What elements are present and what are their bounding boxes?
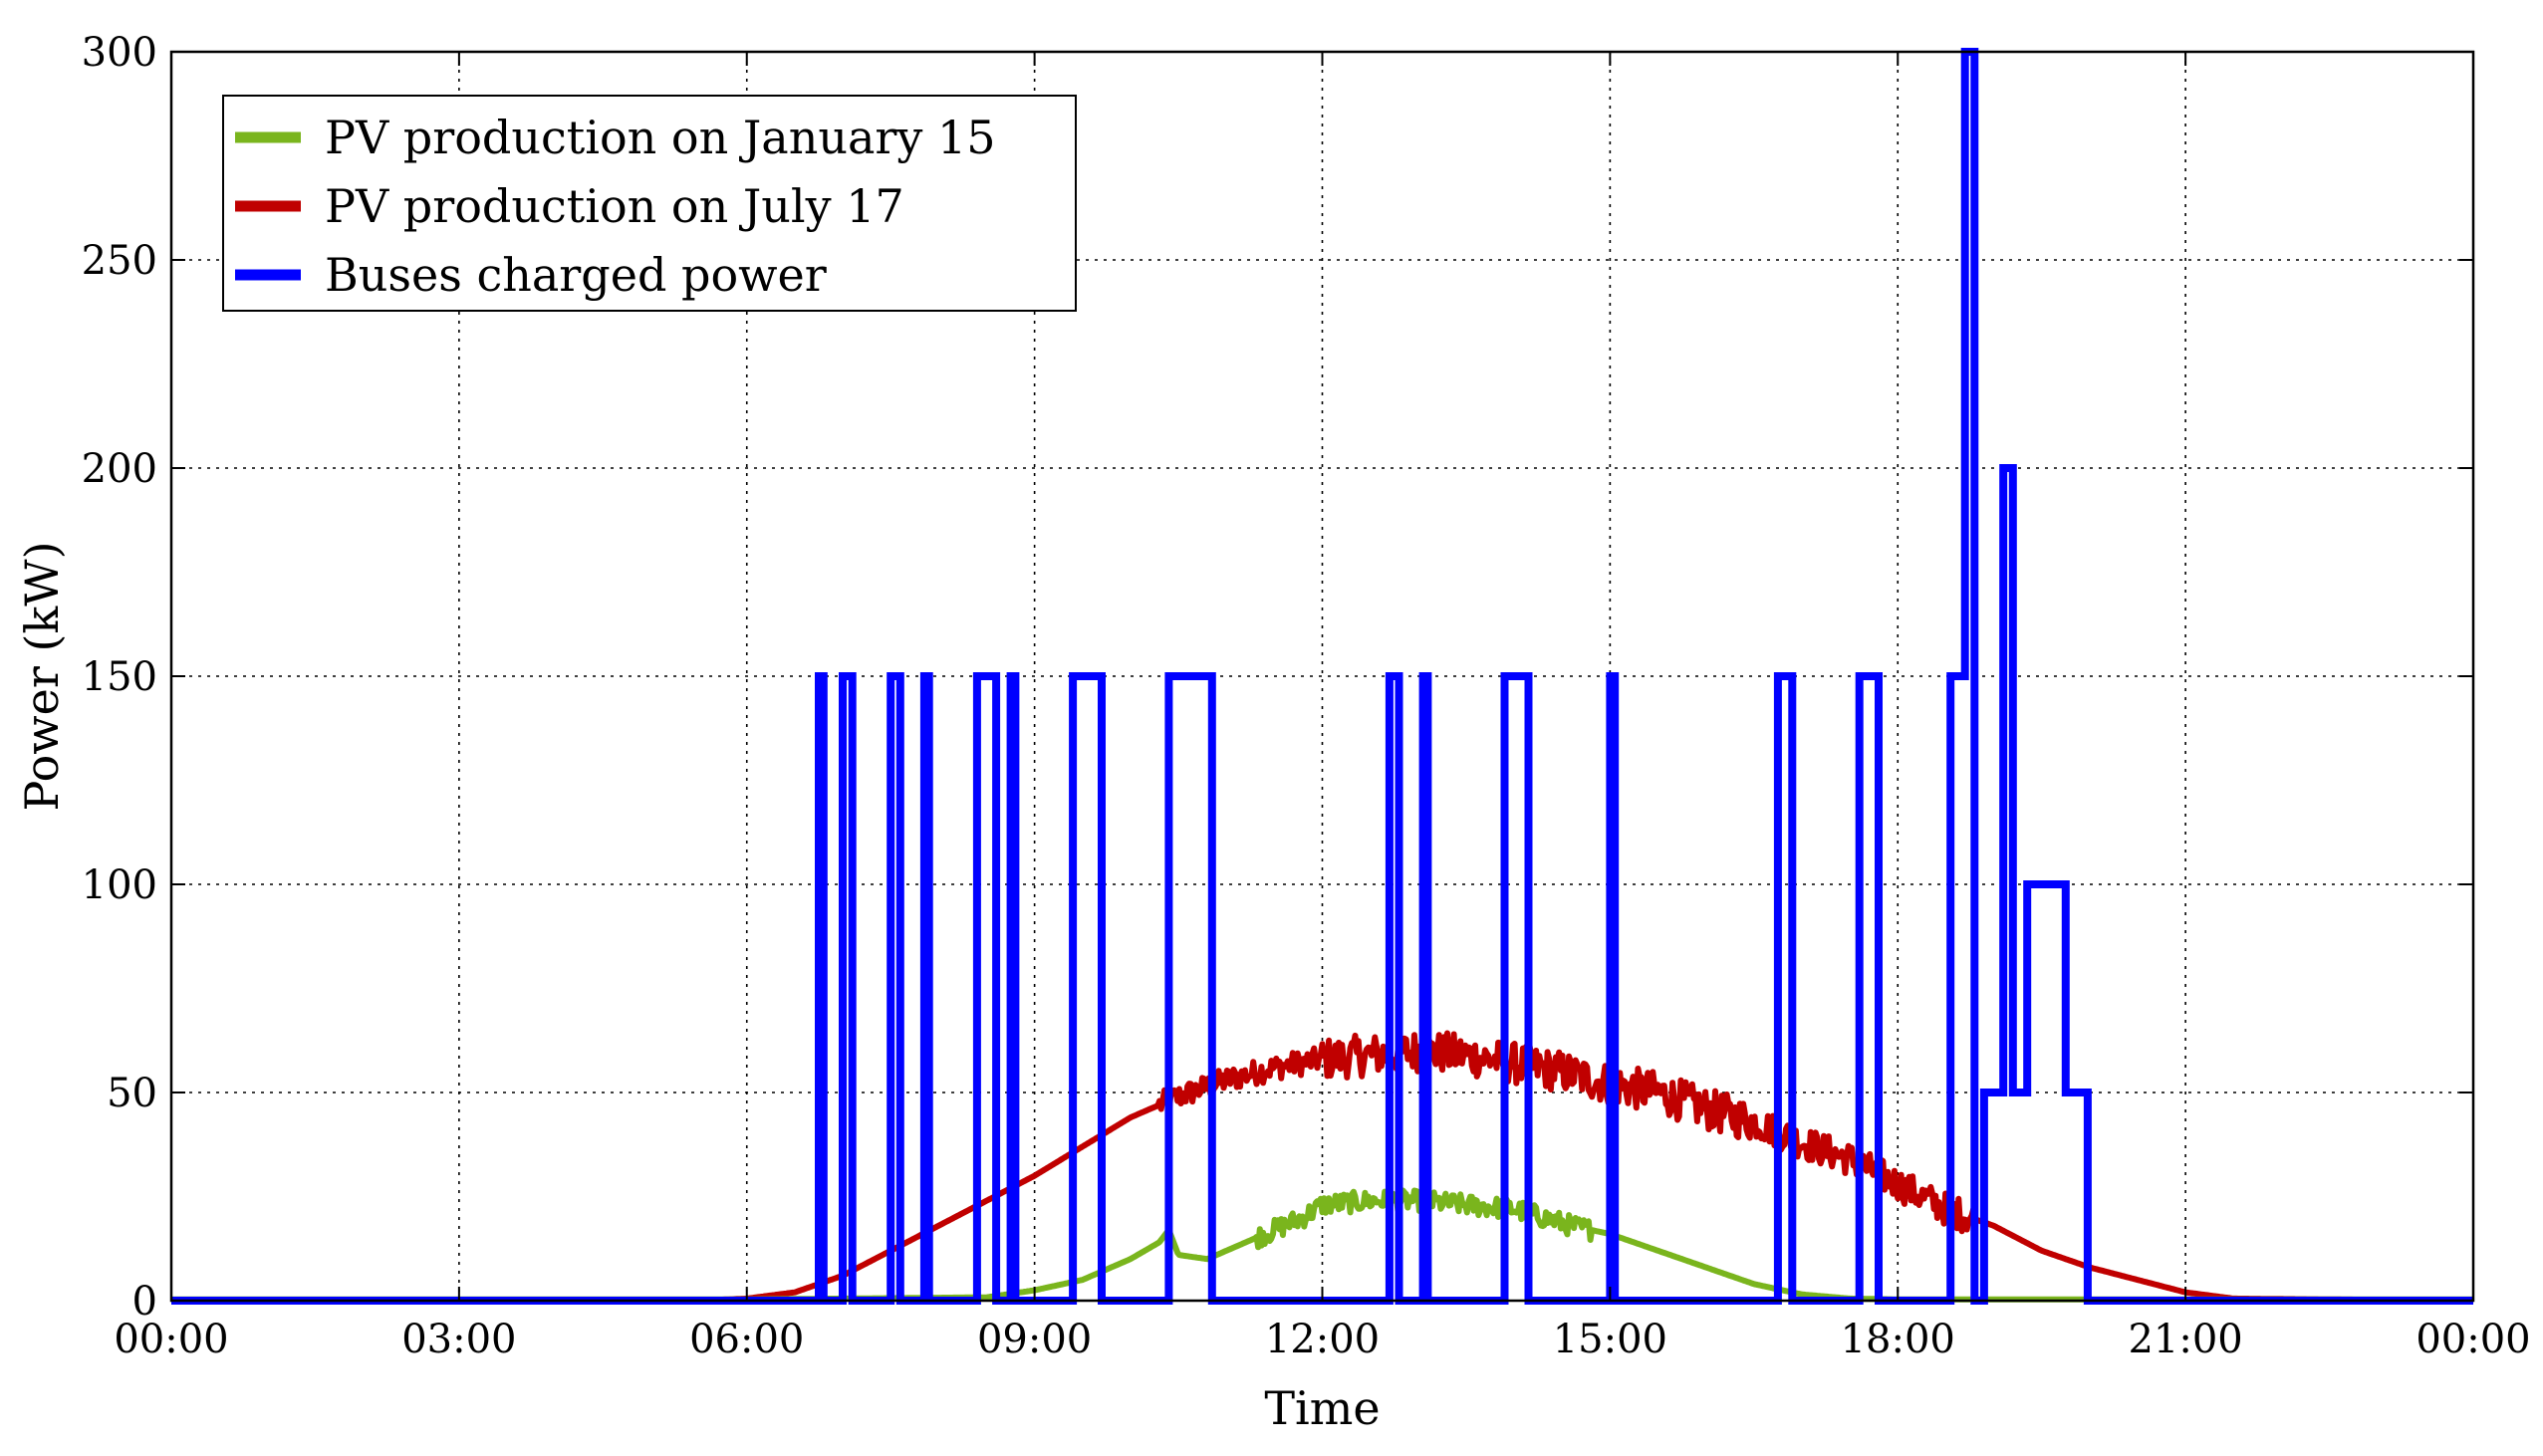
x-tick-label: 00:00 [114, 1317, 228, 1362]
y-tick-label: 0 [132, 1279, 157, 1325]
y-tick-label: 300 [82, 30, 157, 76]
legend-box [222, 95, 1077, 312]
legend-label: PV production on July 17 [325, 179, 904, 233]
y-axis-label: Power (kW) [15, 541, 69, 811]
x-tick-label: 06:00 [689, 1317, 804, 1362]
x-axis-label: Time [1264, 1381, 1380, 1435]
y-tick-label: 50 [107, 1071, 157, 1116]
legend: PV production on January 15 PV production… [222, 95, 1077, 312]
legend-label: PV production on January 15 [325, 111, 996, 164]
x-tick-label: 15:00 [1553, 1317, 1667, 1362]
y-tick-label: 150 [82, 654, 157, 700]
y-tick-label: 200 [82, 446, 157, 492]
x-tick-label: 03:00 [401, 1317, 516, 1362]
x-tick-label: 09:00 [977, 1317, 1092, 1362]
x-tick-label: 18:00 [1841, 1317, 1955, 1362]
legend-label: Buses charged power [325, 248, 827, 302]
y-tick-label: 250 [82, 238, 157, 284]
x-tick-label: 12:00 [1265, 1317, 1380, 1362]
axis-ticks: 00:00 03:00 06:00 09:00 12:00 15:00 18:00 21:00… [82, 30, 2531, 1362]
y-tick-label: 100 [82, 862, 157, 908]
x-tick-label: 21:00 [2128, 1317, 2242, 1362]
x-tick-label: 00:00 [2416, 1317, 2530, 1362]
